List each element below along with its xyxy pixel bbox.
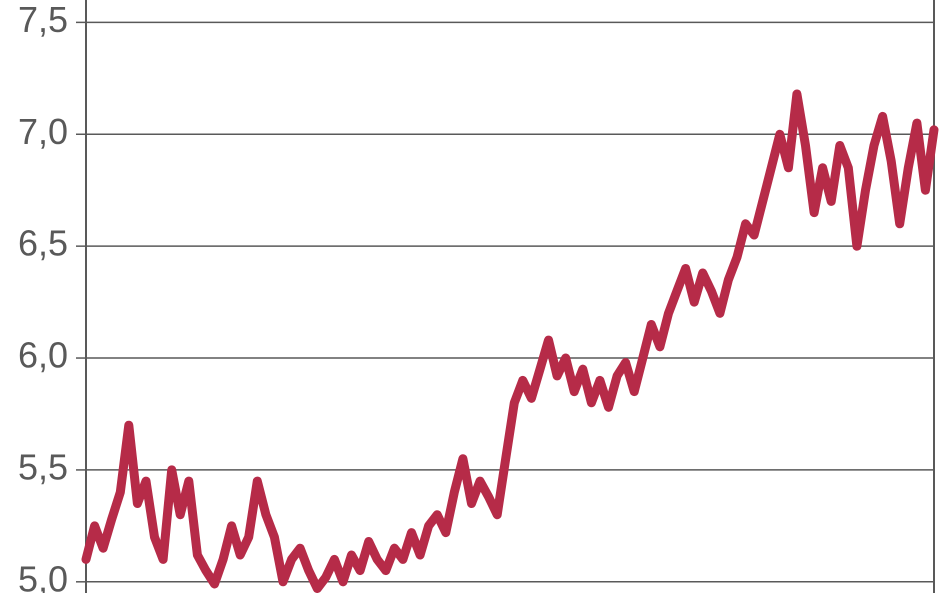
y-tick-label: 5,5	[18, 446, 68, 487]
line-chart: 5,0 5,5 6,0 6,5 7,0 7,5	[0, 0, 948, 593]
y-tick-label: 6,5	[18, 223, 68, 264]
y-tick-label: 7,5	[18, 0, 68, 40]
y-tick-label: 7,0	[18, 111, 68, 152]
y-tick-label: 6,0	[18, 335, 68, 376]
chart-svg: 5,0 5,5 6,0 6,5 7,0 7,5	[0, 0, 948, 593]
y-tick-label: 5,0	[18, 558, 68, 593]
